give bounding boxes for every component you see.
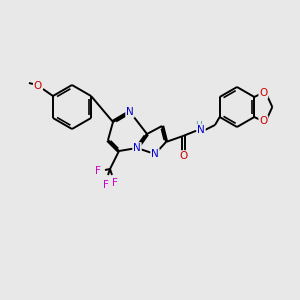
Text: F: F [103,180,109,190]
Text: O: O [259,116,267,126]
Text: N: N [126,107,134,117]
Text: O: O [179,151,187,161]
Text: N: N [133,143,141,153]
Text: O: O [259,88,267,98]
Text: F: F [112,178,118,188]
Text: O: O [34,81,42,91]
Text: N: N [151,149,159,159]
Text: N: N [197,125,205,135]
Text: F: F [95,166,101,176]
Text: H: H [196,121,202,130]
